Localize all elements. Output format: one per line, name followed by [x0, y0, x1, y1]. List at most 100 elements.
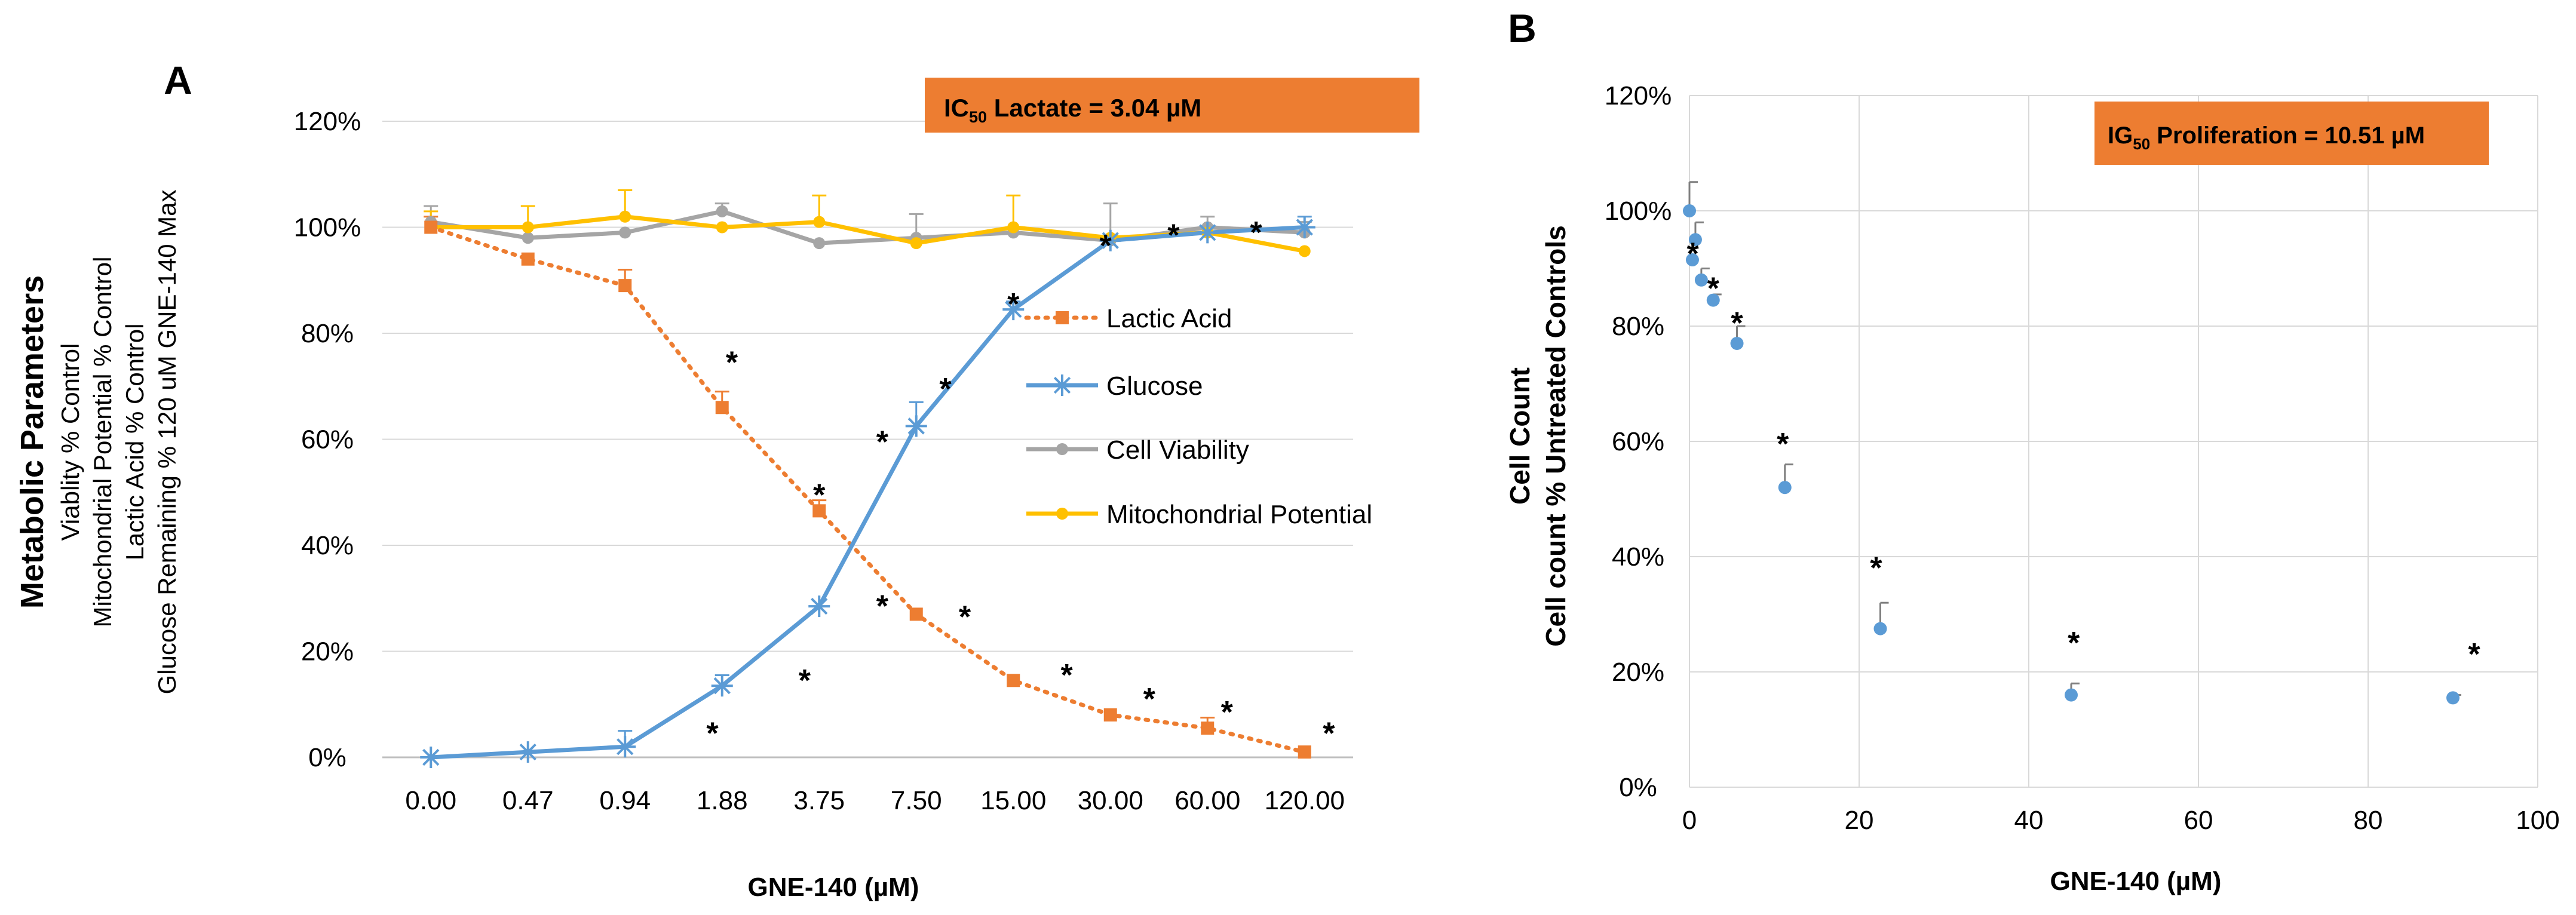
- panel-b-x-tick-label: 60: [2184, 806, 2213, 835]
- panel-b-data-point: [1873, 622, 1887, 635]
- panel-b-y-tick-label: 40%: [1612, 542, 1664, 572]
- panel-a-significance-markers: * * * * * * * * * * * * * * * *: [706, 216, 1335, 751]
- panel-a-x-tick-label: 15.00: [980, 786, 1046, 815]
- panel-b-y-tick-labels: 0% 20% 40% 60% 80% 100% 120%: [1605, 81, 1672, 802]
- panel-b-data-point: [1730, 336, 1744, 350]
- panel-a-y-tick-label: 80%: [301, 319, 354, 348]
- panel-a-point-cell-viability: [813, 237, 826, 250]
- panel-b-x-tick-labels: 0 20 40 60 80 100: [1682, 806, 2560, 835]
- panel-b-ig50-text: IG50 Proliferation = 10.51 µM: [2108, 122, 2425, 153]
- panel-a-point-mitochondrial-potential: [1298, 245, 1311, 257]
- panel-a-asterisk: *: [1221, 695, 1234, 730]
- panel-a-series-line-lactic-acid: [428, 225, 1307, 754]
- panel-b-y-tick-label: 20%: [1612, 658, 1664, 687]
- panel-a-xlabel: GNE-140 (µM): [748, 873, 919, 902]
- panel-a-error-bars: [424, 189, 1312, 747]
- panel-a-series-lines: [428, 209, 1307, 760]
- panel-b-data-point: [1706, 293, 1720, 307]
- panel-a-point-cell-viability: [716, 205, 728, 217]
- panel-a-asterisk: *: [876, 589, 889, 624]
- panel-a-point-lactic-acid: [812, 504, 826, 518]
- panel-b-y-tick-label: 80%: [1612, 312, 1664, 341]
- panel-b-ylabel-line-1: Cell Count: [1504, 367, 1535, 505]
- panel-a-legend-label: Lactic Acid: [1106, 304, 1232, 333]
- panel-b-asterisk: *: [1870, 551, 1882, 585]
- panel-a-y-tick-label: 120%: [294, 107, 361, 136]
- panel-a-x-tick-label: 7.50: [891, 786, 942, 815]
- panel-a-asterisk: *: [1250, 216, 1262, 250]
- panel-a-point-cell-viability: [522, 232, 534, 244]
- panel-b: B Cell Count Cell count % Untreated Cont…: [1504, 6, 2560, 896]
- panel-a-point-glucose: [1197, 222, 1219, 244]
- panel-a-x-tick-label: 120.00: [1264, 786, 1345, 815]
- panel-a-legend: Lactic Acid Glucose Cell Viability Mitochon…: [1024, 304, 1372, 529]
- panel-a-series-line-glucose: [431, 225, 1305, 760]
- panel-a-y-tick-label: 0%: [308, 743, 346, 772]
- panel-a-x-tick-labels: 0.00 0.47 0.94 1.88 3.75 7.50 15.00 30.00 60.00 1…: [405, 786, 1345, 815]
- panel-a-asterisk: *: [939, 372, 952, 407]
- panel-a-label: A: [164, 58, 192, 102]
- panel-a-point-glucose: [1293, 216, 1315, 238]
- panel-b-gridlines: [1689, 95, 2538, 788]
- panel-a-y-tick-label: 20%: [301, 637, 354, 667]
- panel-a-ic50-box: IC50 Lactate = 3.04 µM: [925, 78, 1419, 133]
- panel-b-markers: [1683, 204, 2460, 705]
- panel-b-error-bars: [1688, 181, 2461, 698]
- panel-a-y-tick-labels: 0% 20% 40% 60% 80% 100% 120%: [294, 107, 361, 772]
- panel-b-x-tick-label: 0: [1682, 806, 1697, 835]
- panel-a-point-glucose: [808, 595, 830, 618]
- panel-a-ylabel-line-4: Glucose Remaining % 120 uM GNE-140 Max: [153, 189, 181, 694]
- panel-a-point-lactic-acid: [424, 220, 438, 234]
- panel-a-point-glucose: [711, 675, 733, 697]
- panel-b-ig50-box: IG50 Proliferation = 10.51 µM: [2094, 102, 2489, 165]
- panel-a-x-tick-label: 0.94: [599, 786, 651, 815]
- panel-a-ylabel-line-3: Lactic Acid % Control: [121, 324, 149, 561]
- panel-b-x-tick-label: 20: [1845, 806, 1874, 835]
- panel-b-asterisk: *: [1687, 237, 1700, 272]
- panel-a-asterisk: *: [1007, 287, 1020, 322]
- panel-b-data-point: [1688, 233, 1702, 247]
- panel-a-asterisk: *: [1167, 218, 1180, 253]
- panel-b-ig50-box-bg: [2094, 102, 2489, 165]
- panel-a-x-tick-label: 60.00: [1174, 786, 1240, 815]
- panel-b-data-point: [1778, 481, 1792, 495]
- panel-a-point-glucose: [517, 741, 539, 763]
- panel-a-ylabel-main: Metabolic Parameters: [14, 275, 50, 609]
- panel-a-point-lactic-acid: [521, 252, 535, 266]
- panel-a-y-tick-label: 60%: [301, 425, 354, 455]
- panel-a-ic50-box-bg: [925, 78, 1419, 133]
- panel-a-point-lactic-acid: [715, 401, 729, 414]
- panel-a-point-mitochondrial-potential: [522, 221, 534, 234]
- panel-a-x-tick-label: 0.47: [502, 786, 554, 815]
- panel-b-y-tick-label: 100%: [1605, 196, 1672, 226]
- panel-a-asterisk: *: [706, 717, 719, 751]
- panel-b-significance-markers: ****** *: [1687, 237, 2481, 673]
- panel-a-point-lactic-acid: [1103, 708, 1117, 721]
- panel-a-asterisk: *: [1061, 658, 1074, 693]
- panel-a-x-tick-label: 3.75: [793, 786, 845, 815]
- panel-a-legend-marker: [1051, 374, 1073, 396]
- panel-a-point-lactic-acid: [618, 279, 632, 293]
- panel-a-markers: [420, 205, 1315, 768]
- panel-a-point-mitochondrial-potential: [716, 221, 728, 234]
- panel-a-point-mitochondrial-potential: [619, 210, 631, 223]
- panel-a-point-lactic-acid: [1201, 721, 1215, 735]
- panel-a-legend-label: Mitochondrial Potential: [1106, 500, 1372, 529]
- panel-a-point-mitochondrial-potential: [813, 216, 826, 228]
- panel-a-point-glucose: [614, 736, 636, 758]
- panel-b-data-point: [2446, 691, 2460, 705]
- panel-b-asterisk: *: [2468, 637, 2480, 672]
- panel-a-point-mitochondrial-potential: [1007, 221, 1020, 234]
- panel-b-asterisk: *: [2068, 626, 2080, 661]
- panel-a-point-glucose: [1002, 299, 1025, 321]
- panel-a-point-lactic-acid: [1007, 674, 1020, 687]
- panel-b-asterisk: *: [1777, 427, 1789, 462]
- panel-a-ic50-text: IC50 Lactate = 3.04 µM: [944, 94, 1201, 126]
- panel-b-ylabel-line-2: Cell count % Untreated Controls: [1540, 225, 1571, 646]
- panel-a-asterisk: *: [1143, 682, 1156, 717]
- panel-b-y-tick-label: 0%: [1619, 773, 1657, 802]
- panel-a-legend-label: Cell Viability: [1106, 435, 1249, 465]
- panel-b-asterisk: *: [1731, 306, 1743, 340]
- panel-a-asterisk: *: [726, 345, 738, 380]
